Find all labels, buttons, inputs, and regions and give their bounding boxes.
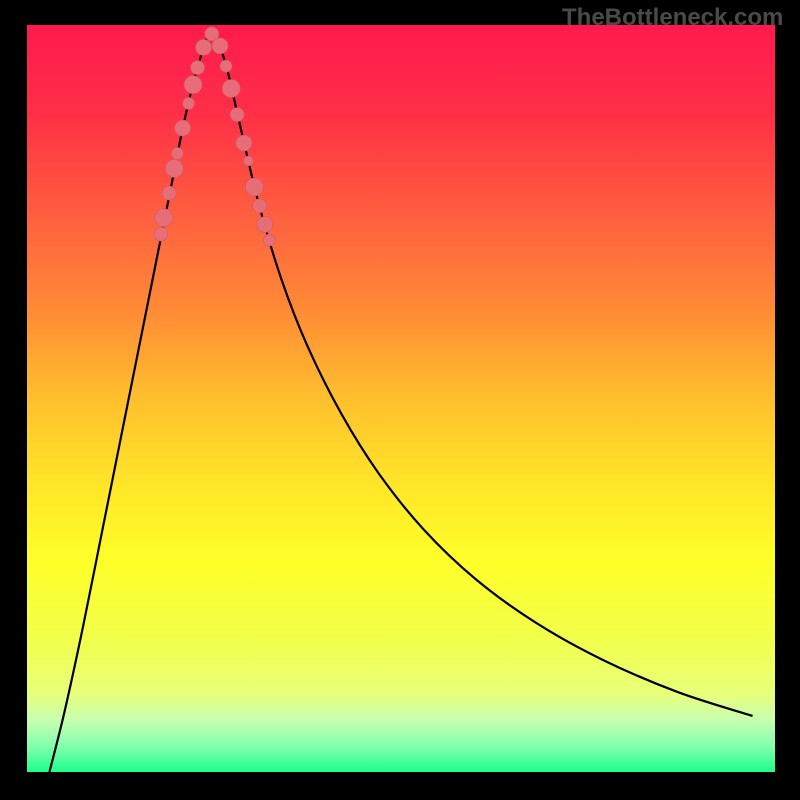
data-marker xyxy=(183,97,195,109)
data-marker xyxy=(184,76,202,94)
frame-right xyxy=(775,0,800,800)
data-marker xyxy=(175,120,191,136)
bottleneck-curve xyxy=(49,32,752,772)
data-marker xyxy=(191,61,205,75)
data-marker xyxy=(222,79,240,97)
data-marker xyxy=(171,147,183,159)
data-marker xyxy=(212,38,228,54)
data-marker xyxy=(220,60,232,72)
data-marker xyxy=(165,159,183,177)
plot-area xyxy=(27,25,775,772)
curve-overlay xyxy=(27,25,775,772)
data-marker xyxy=(230,108,244,122)
frame-left xyxy=(0,0,27,800)
data-marker xyxy=(162,186,176,200)
data-marker xyxy=(263,234,275,246)
marker-group xyxy=(154,27,275,246)
watermark-text: TheBottleneck.com xyxy=(562,4,783,32)
data-marker xyxy=(154,227,168,241)
data-marker xyxy=(155,209,173,227)
data-marker xyxy=(245,178,263,196)
data-marker xyxy=(196,39,212,55)
frame-bottom xyxy=(0,772,800,800)
data-marker xyxy=(257,216,273,232)
data-marker xyxy=(243,156,253,166)
data-marker xyxy=(236,135,252,151)
data-marker xyxy=(253,199,267,213)
